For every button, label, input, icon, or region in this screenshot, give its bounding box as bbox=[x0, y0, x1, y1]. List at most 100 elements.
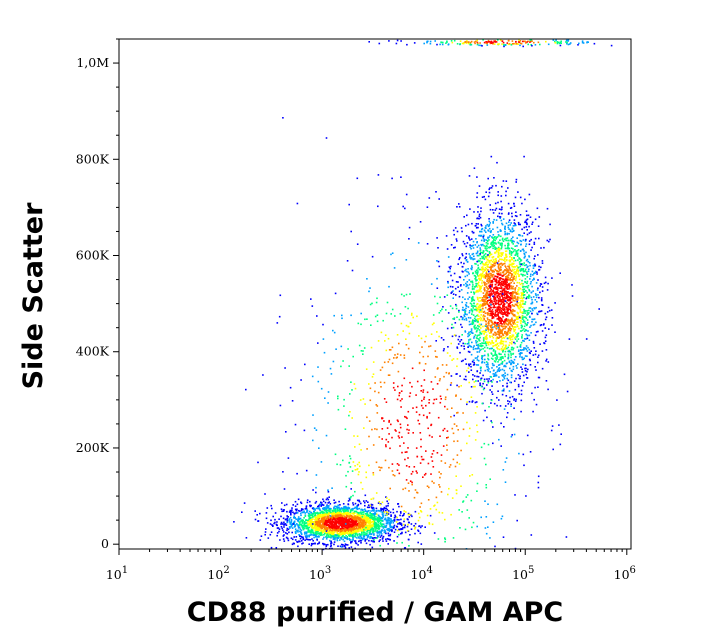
event-dot bbox=[482, 257, 485, 259]
event-dot bbox=[290, 525, 293, 528]
event-dot bbox=[506, 334, 508, 336]
event-dot bbox=[505, 280, 507, 283]
event-dot bbox=[509, 229, 512, 232]
event-dot bbox=[516, 321, 518, 323]
event-dot bbox=[461, 301, 463, 304]
event-dot bbox=[506, 281, 508, 283]
event-dot bbox=[500, 195, 503, 197]
event-dot bbox=[495, 291, 497, 294]
event-dot bbox=[455, 294, 457, 296]
event-dot bbox=[517, 317, 520, 320]
event-dot bbox=[479, 286, 481, 288]
event-dot bbox=[359, 511, 362, 514]
event-dot bbox=[345, 529, 347, 531]
event-dot bbox=[397, 503, 399, 505]
event-dot bbox=[485, 191, 487, 193]
event-dot bbox=[499, 331, 502, 334]
event-dot bbox=[504, 233, 506, 236]
event-dot bbox=[516, 346, 519, 348]
event-dot bbox=[335, 505, 338, 508]
event-dot bbox=[314, 529, 317, 532]
event-dot bbox=[370, 510, 372, 512]
event-dot bbox=[469, 331, 472, 333]
event-dot bbox=[373, 515, 376, 518]
event-dot bbox=[367, 504, 370, 506]
event-dot bbox=[515, 317, 518, 319]
event-dot bbox=[463, 279, 465, 281]
event-dot bbox=[544, 327, 547, 329]
event-dot bbox=[504, 311, 506, 313]
event-dot bbox=[346, 544, 349, 546]
event-dot bbox=[385, 538, 387, 541]
event-dot bbox=[515, 293, 518, 295]
event-dot bbox=[506, 237, 509, 239]
event-dot bbox=[491, 391, 493, 393]
event-dot bbox=[514, 323, 517, 325]
event-dot bbox=[476, 296, 479, 299]
event-dot bbox=[493, 262, 495, 264]
event-dot bbox=[488, 239, 490, 241]
event-dot bbox=[494, 242, 497, 244]
event-dot bbox=[475, 326, 477, 329]
event-dot bbox=[505, 283, 508, 285]
event-dot bbox=[485, 249, 487, 251]
event-dot bbox=[464, 375, 467, 378]
event-dot bbox=[414, 532, 416, 535]
event-dot bbox=[477, 244, 480, 247]
event-dot bbox=[341, 522, 344, 525]
event-dot bbox=[508, 212, 510, 214]
event-dot bbox=[479, 336, 481, 339]
event-dot bbox=[482, 271, 484, 273]
event-dot bbox=[475, 330, 478, 333]
event-dot bbox=[315, 528, 318, 531]
event-dot bbox=[281, 510, 283, 513]
event-dot bbox=[520, 303, 522, 306]
event-dot bbox=[528, 288, 530, 291]
event-dot bbox=[496, 322, 498, 324]
event-dot bbox=[484, 342, 486, 344]
event-dot bbox=[467, 333, 469, 335]
event-dot bbox=[499, 243, 502, 245]
event-dot bbox=[499, 277, 501, 279]
event-dot bbox=[363, 537, 365, 540]
event-dot bbox=[490, 265, 493, 268]
event-dot bbox=[481, 196, 484, 198]
event-dot bbox=[325, 513, 327, 516]
event-dot bbox=[479, 332, 482, 334]
event-dot bbox=[535, 294, 537, 296]
event-dot bbox=[469, 246, 472, 248]
event-dot bbox=[506, 314, 508, 317]
event-dot bbox=[468, 237, 470, 240]
event-dot bbox=[496, 249, 498, 252]
event-dot bbox=[492, 240, 494, 242]
event-dot bbox=[496, 323, 498, 325]
event-dot bbox=[335, 524, 338, 527]
event-dot bbox=[387, 502, 390, 505]
event-dot bbox=[363, 533, 365, 536]
event-dot bbox=[342, 544, 344, 546]
event-dot bbox=[349, 539, 352, 541]
event-dot bbox=[488, 305, 491, 307]
event-dot bbox=[461, 254, 464, 257]
event-dot bbox=[471, 265, 473, 267]
event-dot bbox=[327, 524, 330, 526]
event-dot bbox=[496, 396, 498, 399]
event-dot bbox=[522, 294, 525, 296]
event-dot bbox=[532, 342, 535, 344]
event-dot bbox=[530, 249, 532, 251]
event-dot bbox=[491, 264, 494, 266]
event-dot bbox=[488, 299, 490, 302]
event-dot bbox=[383, 531, 386, 534]
event-dot bbox=[473, 375, 476, 377]
event-dot bbox=[309, 539, 311, 541]
event-dot bbox=[505, 272, 507, 275]
event-dot bbox=[302, 508, 304, 511]
event-dot bbox=[488, 312, 490, 315]
event-dot bbox=[319, 532, 321, 535]
event-dot bbox=[354, 525, 357, 528]
event-dot bbox=[277, 527, 280, 529]
event-dot bbox=[479, 274, 481, 276]
event-dot bbox=[301, 519, 303, 521]
event-dot bbox=[485, 274, 487, 277]
event-dot bbox=[319, 520, 321, 522]
